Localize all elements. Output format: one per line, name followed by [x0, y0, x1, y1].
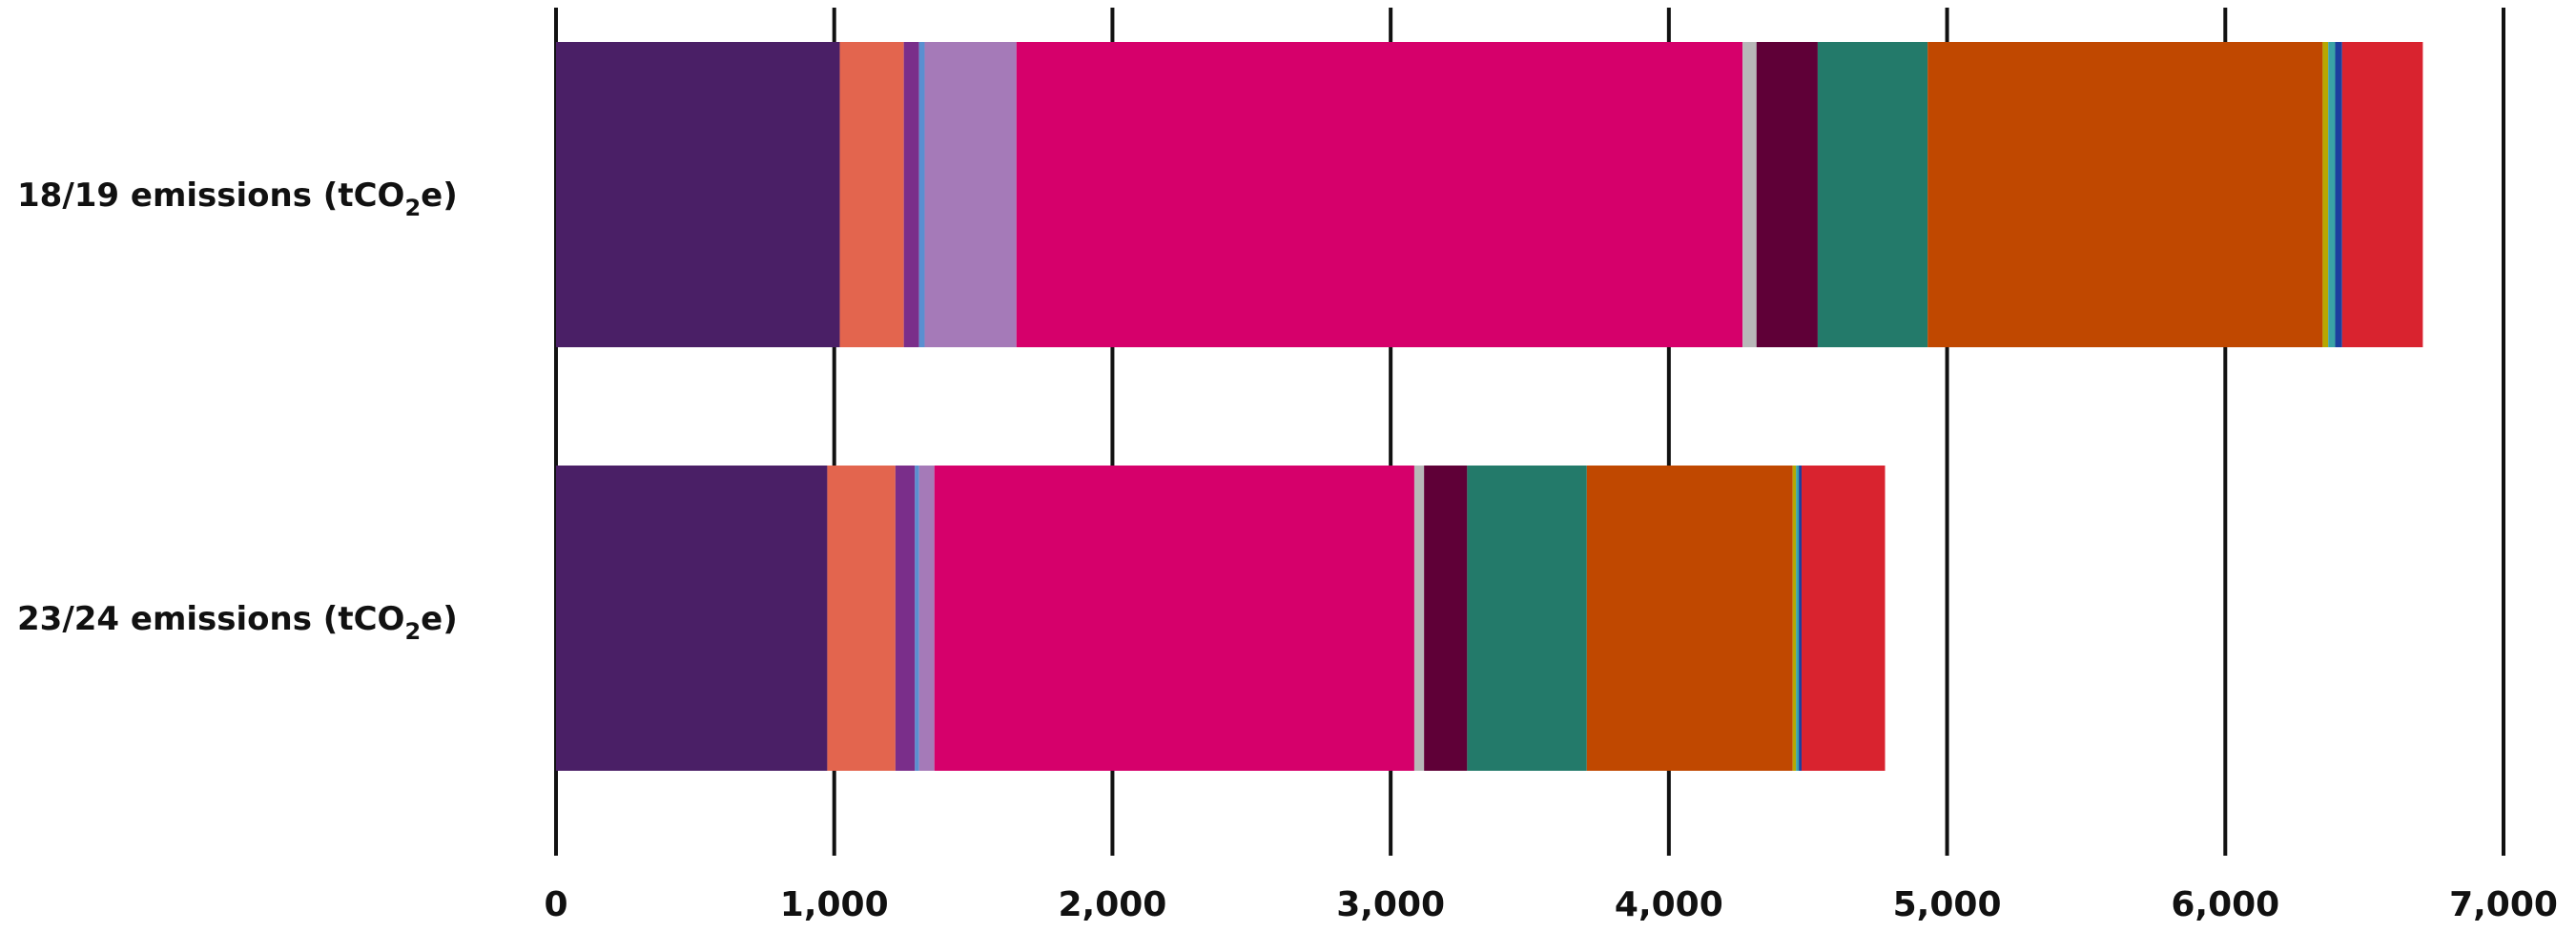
bar-segment — [1802, 466, 1886, 771]
bar-segment — [924, 42, 1017, 347]
bar-segment — [1424, 466, 1468, 771]
bar-segment — [1817, 42, 1928, 347]
category-label: 18/19 emissions (tCO2e) — [17, 176, 458, 221]
bar-segment — [895, 466, 916, 771]
x-axis-tick-labels: 0 1,000 2,000 3,000 4,000 5,000 6,000 7,000 — [544, 885, 2557, 924]
bar-segment — [2335, 42, 2342, 347]
x-tick-label: 6,000 — [2171, 885, 2279, 924]
x-tick-label: 0 — [544, 885, 567, 924]
bar-segment — [839, 42, 904, 347]
category-label: 23/24 emissions (tCO2e) — [17, 600, 458, 645]
bar-segment — [827, 466, 896, 771]
bars — [556, 42, 2423, 771]
bar-segment — [918, 466, 935, 771]
bar-segment — [1413, 466, 1425, 771]
x-tick-label: 7,000 — [2449, 885, 2558, 924]
bar-segment — [2322, 42, 2329, 347]
bar-segment — [903, 42, 919, 347]
bar-segment — [556, 466, 828, 771]
bar-segment — [2328, 42, 2336, 347]
bar-segment — [915, 466, 919, 771]
x-tick-label: 5,000 — [1893, 885, 2002, 924]
x-tick-label: 3,000 — [1336, 885, 1445, 924]
x-tick-label: 1,000 — [780, 885, 889, 924]
bar-segment — [1799, 466, 1803, 771]
bar-segment — [1586, 466, 1793, 771]
bar-segment — [918, 42, 925, 347]
bar-segment — [1792, 466, 1797, 771]
x-tick-label: 4,000 — [1615, 885, 1723, 924]
bar-segment — [1796, 466, 1800, 771]
bar-segment — [556, 42, 840, 347]
bar-segment — [1467, 466, 1587, 771]
x-tick-label: 2,000 — [1058, 885, 1166, 924]
bar-segment — [1016, 42, 1743, 347]
bar-segment — [2341, 42, 2423, 347]
bar-segment — [934, 466, 1414, 771]
category-labels: 18/19 emissions (tCO2e) 23/24 emissions (… — [17, 176, 458, 645]
bar-segment — [1742, 42, 1757, 347]
bar-segment — [1756, 42, 1818, 347]
bar-segment — [1927, 42, 2323, 347]
